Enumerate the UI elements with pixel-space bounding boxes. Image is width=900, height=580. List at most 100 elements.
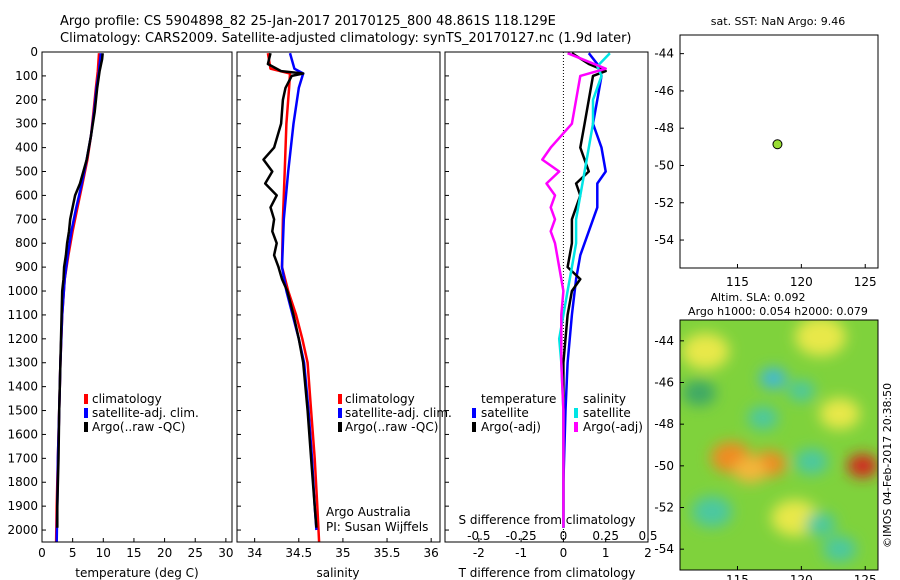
legend-label-temp-satellite: satellite	[481, 406, 529, 420]
series-line	[56, 53, 104, 528]
difference-panel: -2 -1 0 1 2 -0.5 -0.25 0 0.25 0.5 T difference fr…	[444, 51, 658, 580]
x2-tick-label: 0	[560, 529, 568, 543]
y-tick-label: -50	[654, 158, 674, 172]
sla-anomaly	[805, 512, 836, 536]
x-tick-label: 115	[726, 573, 749, 580]
y-tick-label: 2000	[7, 523, 38, 537]
legend-label-satellite: satellite-adj. clim.	[92, 406, 199, 420]
figure-title-line-2: Climatology: CARS2009. Satellite-adjuste…	[60, 31, 632, 46]
y-tick-label: -48	[654, 121, 674, 135]
legend-label-sal-satellite: satellite	[583, 406, 631, 420]
legend-label-temp-argo: Argo(-adj)	[481, 420, 541, 434]
y-tick-label: 0	[30, 45, 38, 59]
location-title: sat. SST: NaN Argo: 9.46	[711, 15, 845, 28]
x-tick-label: 15	[126, 546, 141, 560]
legend-label-climatology: climatology	[92, 392, 162, 406]
y-tick-label: 200	[15, 93, 38, 107]
temperature-panel: 0 5 10 15 20 25 300100200300400500600700800900…	[7, 45, 233, 580]
legend-title-salinity: salinity	[583, 392, 626, 406]
x-tick-label: 2	[644, 546, 652, 560]
legend-label-argo: Argo(..raw -QC)	[92, 420, 185, 434]
x-tick-label: -2	[473, 546, 485, 560]
x-tick-label: 20	[157, 546, 172, 560]
sla-title: Altim. SLA: 0.092	[710, 291, 805, 304]
legend-swatch-climatology	[84, 394, 88, 404]
y-tick-label: 1500	[7, 404, 38, 418]
y-tick-label: -52	[654, 196, 674, 210]
y-tick-label: 400	[15, 141, 38, 155]
series-line	[562, 52, 607, 528]
x-tick-label: 120	[790, 573, 813, 580]
x-tick-label: 1	[602, 546, 610, 560]
x-tick-label: 36	[424, 546, 439, 560]
series-line	[55, 53, 103, 542]
y-tick-label: 1400	[7, 380, 38, 394]
x2-tick-label: 0.25	[592, 529, 619, 543]
location-frame	[679, 34, 879, 269]
y-tick-label: -46	[654, 84, 674, 98]
difference-legend: temperature satellite Argo(-adj) salinit…	[472, 392, 643, 434]
legend-swatch-sal-satellite	[574, 408, 578, 418]
legend-label-argo: Argo(..raw -QC)	[345, 420, 438, 434]
figure-title-line-1: Argo profile: CS 5904898_82 25-Jan-2017 …	[60, 14, 556, 29]
legend-label-sal-argo: Argo(-adj)	[583, 420, 643, 434]
salinity-legend: climatology satellite-adj. clim. Argo(..…	[338, 392, 452, 434]
legend-swatch-satellite	[338, 408, 342, 418]
x-tick-label: 35	[335, 546, 350, 560]
x-tick-label: 35.5	[374, 546, 401, 560]
x2-tick-label: -0.25	[506, 529, 537, 543]
x-tick-label: 5	[69, 546, 77, 560]
y-tick-label: -50	[654, 459, 674, 473]
difference-frame	[444, 51, 649, 543]
x-tick-label: 10	[96, 546, 111, 560]
y-tick-label: 1100	[7, 308, 38, 322]
x-tick-label: 125	[854, 275, 877, 289]
location-panel: sat. SST: NaN Argo: 9.46 115 120 125 -44 -46…	[654, 15, 879, 289]
legend-label-satellite: satellite-adj. clim.	[345, 406, 452, 420]
temperature-legend: climatology satellite-adj. clim. Argo(..…	[84, 392, 199, 434]
x-tick-label: 125	[854, 573, 877, 580]
sla-anomaly	[787, 380, 815, 402]
y-tick-label: 800	[15, 236, 38, 250]
x2-tick-label: -0.5	[467, 529, 490, 543]
difference-xlabel: T difference from climatology	[458, 566, 636, 580]
y-tick-label: 700	[15, 212, 38, 226]
y-tick-label: 1800	[7, 475, 38, 489]
sla-panel: Altim. SLA: 0.092 Argo h1000: 0.054 h200…	[654, 291, 894, 580]
argo-location-marker	[772, 139, 783, 150]
sla-anomaly	[795, 320, 846, 357]
y-tick-label: 1200	[7, 332, 38, 346]
sla-anomaly	[847, 454, 878, 478]
legend-title-temperature: temperature	[481, 392, 556, 406]
temperature-frame	[41, 51, 233, 543]
imos-timestamp: ©IMOS 04-Feb-2017 20:38:50	[881, 383, 894, 548]
y-tick-label: 100	[15, 69, 38, 83]
salinity-panel: 34 34.5 35 35.5 36 salinity climatology sate…	[236, 51, 452, 580]
y-tick-label: -54	[654, 233, 674, 247]
float-pi: PI: Susan Wijffels	[326, 520, 428, 534]
legend-label-climatology: climatology	[345, 392, 415, 406]
sla-anomaly	[691, 496, 733, 528]
y-tick-label: -54	[654, 542, 674, 556]
sla-anomaly	[747, 406, 779, 430]
y-tick-label: -44	[654, 47, 674, 61]
y-tick-label: 300	[15, 117, 38, 131]
y-tick-label: 1000	[7, 284, 38, 298]
series-line	[262, 52, 318, 528]
y-tick-label: 1300	[7, 356, 38, 370]
sla-anomaly	[733, 457, 768, 483]
salinity-xlabel: salinity	[316, 566, 359, 580]
y-tick-label: 1900	[7, 499, 38, 513]
y-tick-label: 1700	[7, 451, 38, 465]
salinity-frame	[236, 51, 441, 543]
sla-anomaly	[819, 398, 860, 430]
sla-heatmap	[680, 320, 878, 570]
legend-swatch-satellite	[84, 408, 88, 418]
sla-anomaly	[681, 333, 730, 370]
sla-frame	[679, 319, 879, 571]
x2-tick-label: 0.5	[638, 529, 657, 543]
legend-swatch-argo	[338, 422, 342, 432]
y-tick-label: 1600	[7, 427, 38, 441]
temperature-xlabel: temperature (deg C)	[75, 566, 198, 580]
x-tick-label: 120	[790, 275, 813, 289]
